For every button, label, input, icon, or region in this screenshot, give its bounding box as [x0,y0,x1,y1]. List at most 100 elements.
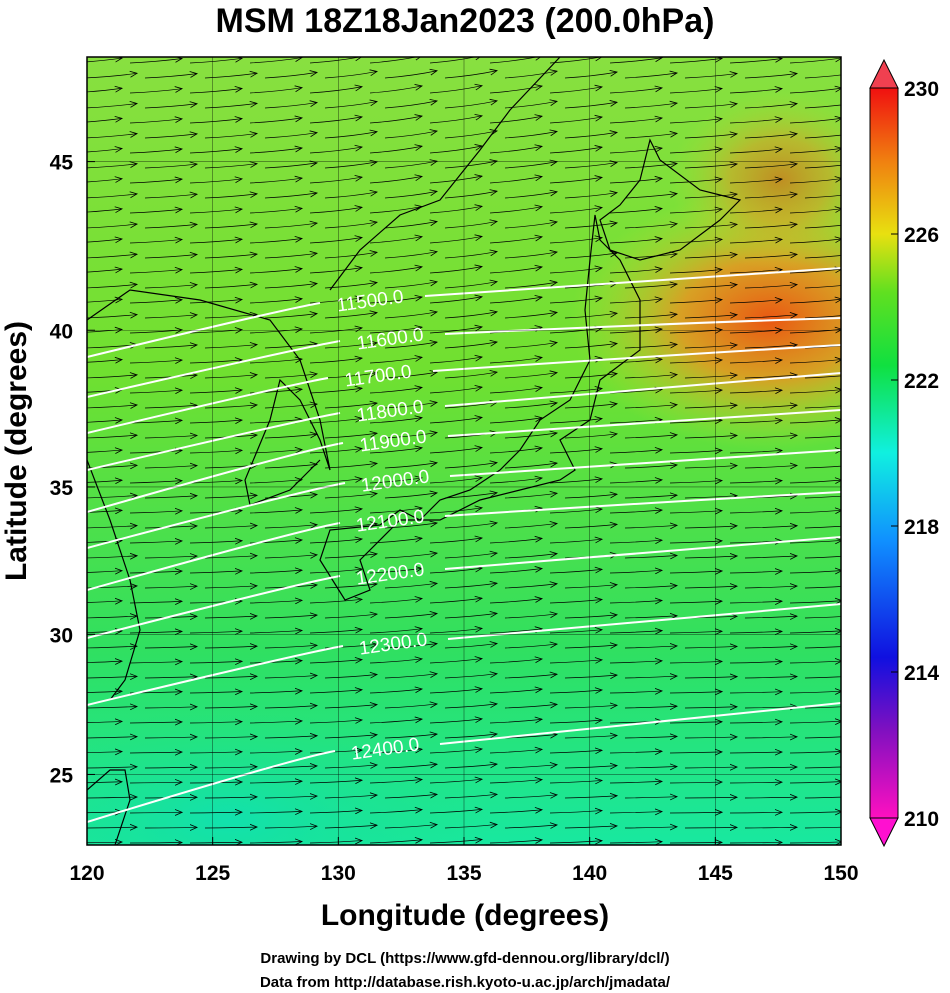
streamline [189,722,242,723]
streamline [324,102,377,109]
streamline [324,343,377,349]
streamline [429,779,482,784]
streamline [609,510,662,513]
streamline [309,599,362,603]
streamline [609,781,662,783]
streamline [309,418,362,424]
streamline [429,387,482,394]
streamline [729,571,782,573]
streamline [204,556,257,558]
streamline [504,312,557,319]
streamline [444,463,497,469]
streamline [129,571,182,573]
colorbar-tick-label: 222 [904,370,939,393]
streamline [729,58,782,64]
streamline [444,734,497,739]
streamline [189,420,242,423]
streamline [444,71,497,79]
streamline [729,812,782,813]
streamline [189,269,242,273]
streamline [624,133,677,139]
y-tick-label: 25 [50,764,74,787]
streamline [189,119,242,124]
streamline [369,629,422,634]
streamline [189,88,242,94]
streamline [369,327,422,334]
streamline [309,87,362,94]
streamline [789,88,841,94]
streamline [144,646,197,648]
streamline [804,676,841,679]
streamline [384,101,437,109]
streamline [684,285,737,288]
streamline [489,719,542,723]
streamline [789,571,841,573]
streamline [504,644,557,649]
streamline [624,495,677,498]
streamline [609,178,662,184]
streamline [549,720,602,723]
streamline [264,434,317,439]
streamline [624,465,677,468]
streamline [789,420,841,423]
streamline [624,646,677,648]
streamline [489,629,542,634]
streamline [384,342,437,349]
streamline [609,239,662,244]
streamline [804,285,841,289]
streamline [264,374,317,379]
streamline [129,631,182,633]
streamline [444,342,497,349]
streamline [384,583,437,589]
streamline [564,404,617,409]
streamline [204,767,257,768]
streamline [669,752,722,753]
streamline [87,661,122,663]
colorbar-tick-label: 210 [904,808,939,831]
y-axis-label: Latitude (degrees) [0,321,33,581]
streamline [549,298,602,304]
streamline [264,314,317,319]
streamline [129,89,182,94]
streamline [564,705,617,708]
streamline [729,300,782,303]
streamline [87,360,122,363]
x-tick-label: 140 [572,862,607,885]
streamline [789,812,841,813]
streamline [204,284,257,288]
streamline [264,525,317,528]
streamline [804,556,841,559]
streamline [624,435,677,438]
streamline [564,766,617,768]
streamline [609,600,662,603]
streamline [87,646,137,648]
streamline [309,660,362,663]
map-area: 11500.011600.011700.011800.011900.012000… [87,57,841,845]
streamline [429,146,482,154]
streamline [144,496,197,498]
streamline [324,825,377,828]
streamline [789,359,841,363]
streamline [504,523,557,529]
streamline [684,405,737,408]
streamline [549,509,602,514]
streamline [669,601,722,603]
streamline [744,224,797,229]
streamline [684,345,737,348]
streamline [729,209,782,214]
streamline [324,373,377,379]
streamline [489,237,542,244]
streamline [144,556,197,558]
streamline [249,450,302,453]
streamline [324,433,377,439]
cool-area [87,710,490,845]
streamline [264,283,317,289]
streamline [369,146,422,154]
streamline [144,435,197,438]
colorbar-extend [869,817,899,848]
streamline [129,390,182,393]
title: MSM 18Z18Jan2023 (200.0hPa) [216,2,715,40]
streamline [264,223,317,229]
streamline [504,674,557,679]
